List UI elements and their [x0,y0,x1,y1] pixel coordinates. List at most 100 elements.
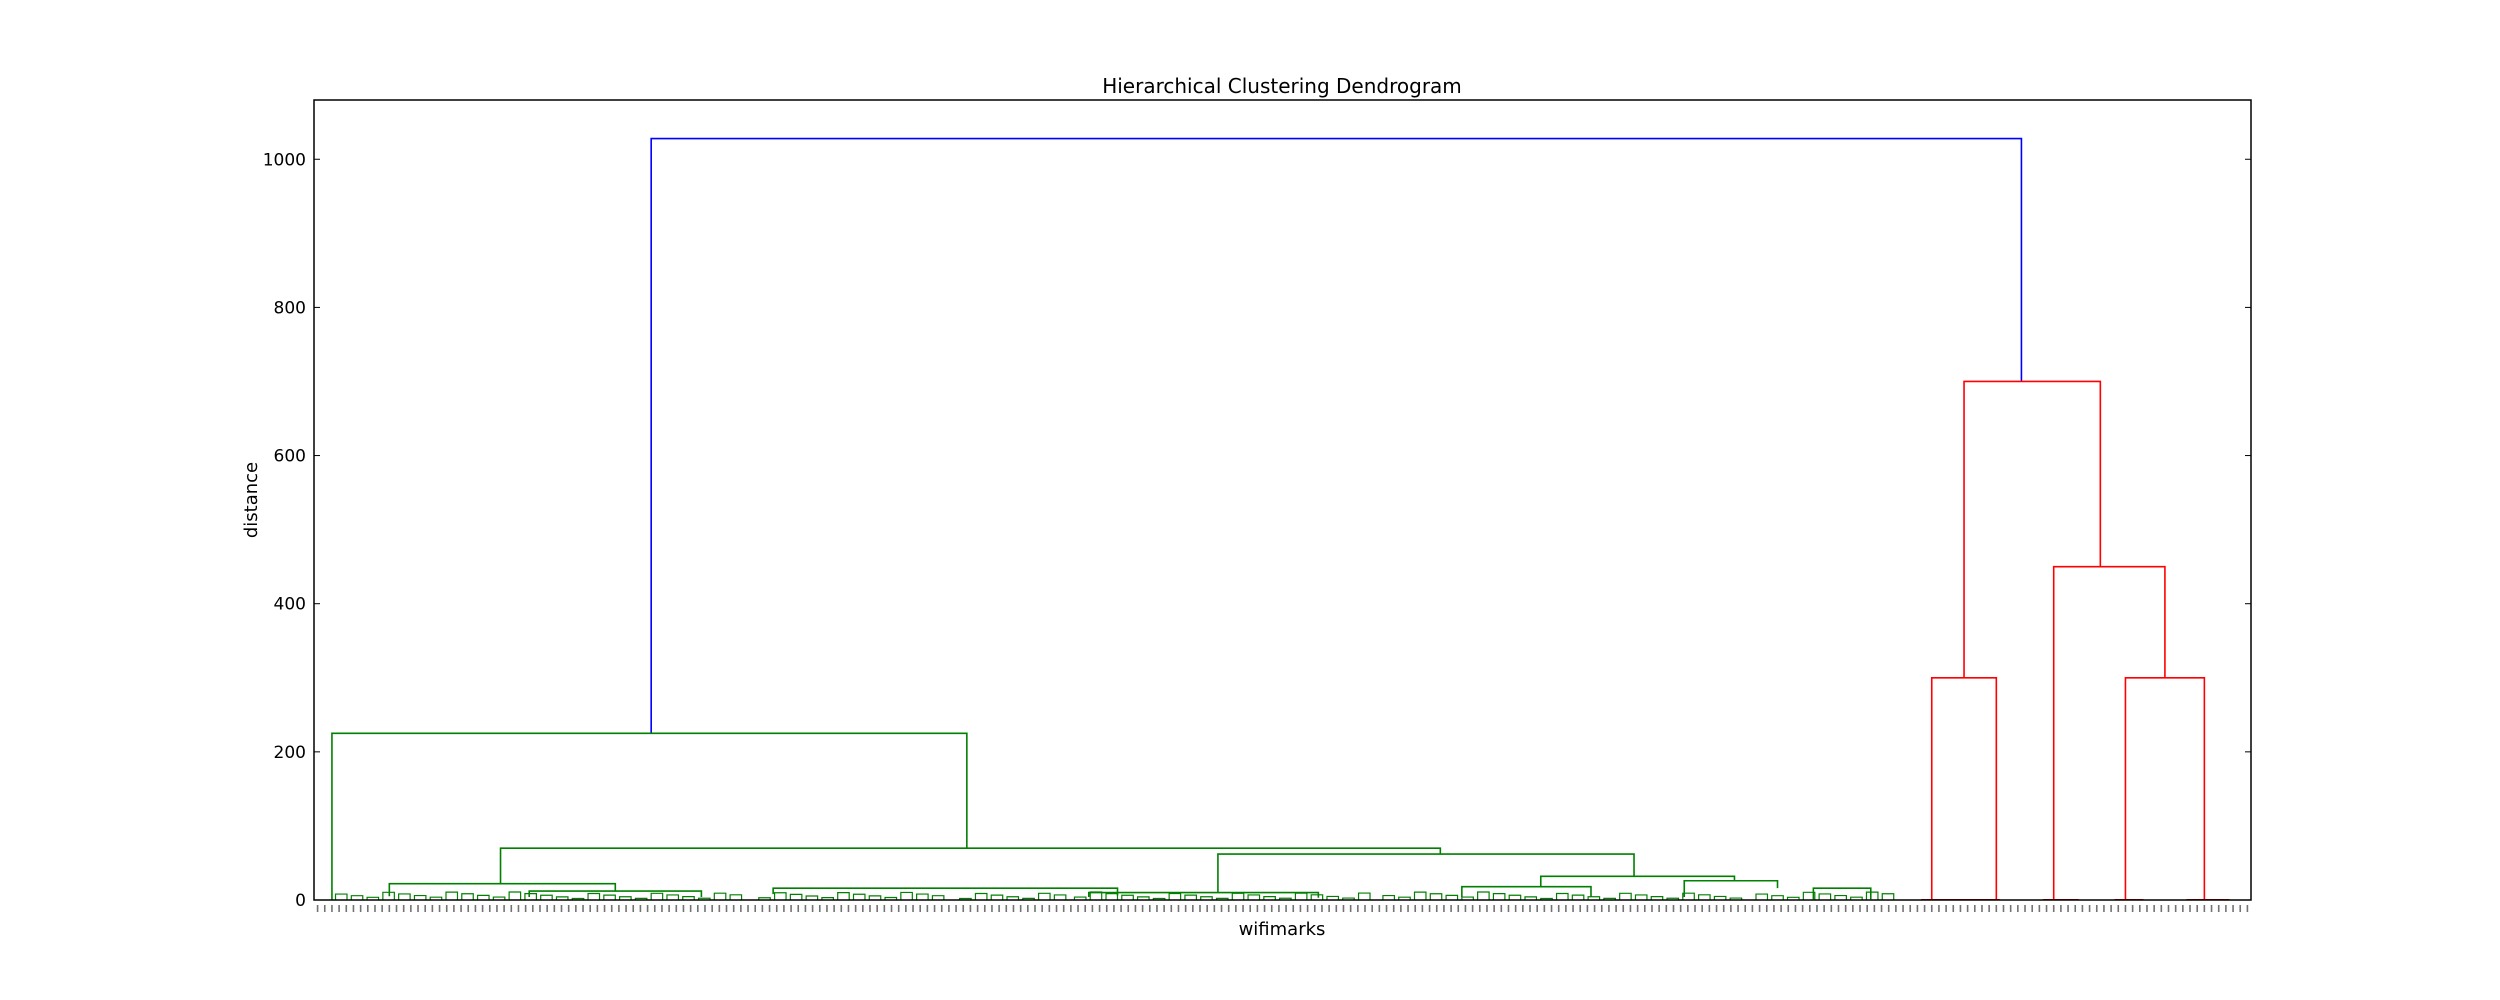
leaf-label-mark [1658,905,1660,912]
leaf-label-mark [560,905,563,912]
leaf-label-mark [1113,905,1115,912]
leaf-label-mark [897,905,900,912]
leaf-label-mark [1027,905,1029,912]
dendrogram-link-6 [1217,853,1635,893]
dendrogram-leaf-merge-27 [773,892,787,900]
plot-frame [313,99,2252,901]
dendrogram-leaf-merge-43 [1037,892,1051,900]
leaf-label-mark [983,905,986,912]
dendrogram-leaf-merge-7 [445,891,459,900]
dendrogram-leaf-merge-2 [366,896,380,900]
dendrogram-link-1 [331,732,968,900]
leaf-label-mark [1349,905,1352,912]
dendrogram-leaf-merge-80 [1634,894,1648,900]
leaf-label-mark [2081,905,2084,912]
leaf-label-mark [1600,905,1603,912]
leaf-label-mark [1808,905,1811,912]
leaf-label-mark [1019,905,1022,912]
leaf-label-mark [1852,905,1854,912]
leaf-label-mark [632,905,635,912]
leaf-label-mark [1665,905,1668,912]
leaf-label-mark [1055,905,1058,912]
leaf-label-mark [1550,905,1553,912]
leaf-label-mark [661,905,663,912]
leaf-label-mark [1593,905,1596,912]
leaf-label-mark [316,905,319,912]
dendrogram-leaf-merge-25 [729,894,743,900]
dendrogram-leaf-merge-6 [429,896,443,900]
leaf-label-mark [1816,905,1818,912]
leaf-label-mark [962,905,965,912]
leaf-label-mark [1227,905,1230,912]
dendrogram-leaf-merge-56 [1247,894,1261,900]
dendrogram-leaf-merge-71 [1492,893,1506,900]
leaf-label-mark [711,905,713,912]
leaf-labels [316,905,2249,912]
leaf-label-mark [596,905,599,912]
leaf-label-mark [854,905,857,912]
leaf-label-mark [1450,905,1452,912]
leaf-label-mark [1199,905,1201,912]
dendrogram-leaf-merge-33 [868,895,882,900]
leaf-label-mark [883,905,886,912]
leaf-label-mark [2232,905,2234,912]
leaf-label-mark [955,905,957,912]
dendrogram-leaf-merge-89 [1786,896,1800,900]
leaf-label-mark [1952,905,1955,912]
leaf-label-mark [639,905,642,912]
leaf-label-mark [1105,905,1108,912]
leaf-label-mark [2225,905,2227,912]
leaf-label-mark [1041,905,1043,912]
leaf-label-mark [646,905,649,912]
leaf-label-mark [1457,905,1460,912]
leaf-label-mark [1242,905,1244,912]
leaf-label-mark [1464,905,1467,912]
leaf-label-mark [2038,905,2041,912]
leaf-label-mark [1514,905,1517,912]
leaf-label-mark [876,905,878,912]
dendrogram-leaf-merge-59 [1294,892,1308,900]
y-axis-label: distance [241,462,262,538]
dendrogram-leaf-merge-69 [1461,896,1474,900]
leaf-label-mark [718,905,721,912]
leaf-label-mark [488,905,491,912]
leaf-label-mark [1694,905,1696,912]
leaf-label-mark [1392,905,1395,912]
leaf-label-mark [747,905,749,912]
y-tick-label-2: 400 [274,595,306,615]
leaf-label-mark [1930,905,1933,912]
leaf-label-mark [2139,905,2141,912]
leaf-label-mark [1643,905,1646,912]
leaf-label-mark [1722,905,1725,912]
leaf-label-mark [1299,905,1302,912]
dendrogram-leaf-merge-42 [1022,897,1035,900]
dendrogram-leaf-merge-39 [974,892,988,900]
dendrogram-leaf-merge-35 [900,891,913,900]
dendrogram-leaf-merge-81 [1650,895,1664,900]
dendrogram-leaf-merge-67 [1429,893,1443,900]
leaf-label-mark [575,905,577,912]
leaf-label-mark [1306,905,1309,912]
dendrogram-leaf-merge-46 [1089,891,1103,900]
leaf-label-mark [1270,905,1273,912]
dendrogram-leaf-merge-76 [1571,894,1585,900]
dendrogram-leaf-merge-93 [1850,896,1863,900]
dendrogram-leaf-merge-58 [1279,897,1292,900]
leaf-label-mark [1880,905,1883,912]
leaf-label-mark [2189,905,2191,912]
leaf-label-mark [1608,905,1610,912]
leaf-label-mark [1342,905,1345,912]
leaf-label-mark [496,905,498,912]
leaf-label-mark [783,905,785,912]
leaf-label-mark [1909,905,1912,912]
leaf-label-mark [1263,905,1266,912]
leaf-label-mark [1945,905,1947,912]
leaf-label-mark [2031,905,2033,912]
dendrogram-leaf-merge-55 [1231,892,1245,900]
leaf-label-mark [610,905,613,912]
leaf-label-mark [790,905,792,912]
leaf-label-mark [2060,905,2062,912]
leaf-label-mark [374,905,376,912]
dendrogram-leaf-merge-29 [805,895,819,900]
leaf-label-mark [1407,905,1409,912]
